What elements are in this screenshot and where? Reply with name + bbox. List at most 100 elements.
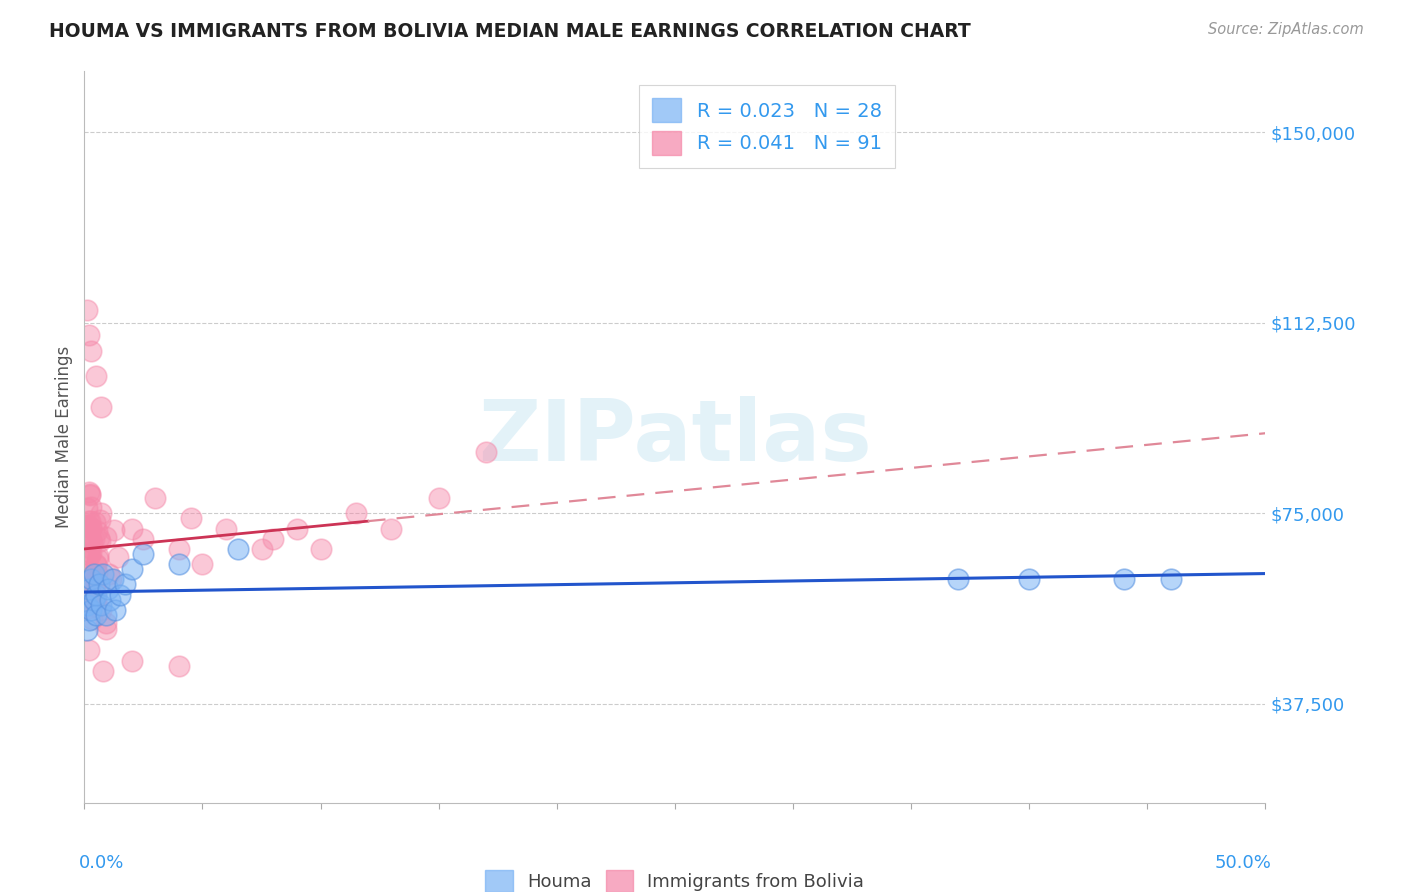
Point [80,534,103,549]
Point [84,607,107,622]
Point [121,562,143,576]
Point [121,521,143,535]
Point [76,549,98,563]
Point [83,592,105,607]
Point [97,566,120,581]
Point [80,521,103,535]
Point [90,400,112,414]
Point [76,517,98,532]
Point [114,577,136,591]
Point [90,598,112,612]
Point [167,658,190,673]
Point [86,558,108,572]
Point [86,566,108,581]
Point [79,541,101,556]
Point [82,566,104,581]
Point [80,574,103,589]
Point [82,590,104,604]
Point [76,598,98,612]
Point [84,369,107,384]
Point [80,343,103,358]
Point [80,568,103,582]
Point [167,557,190,571]
Point [84,557,107,571]
Point [79,548,101,562]
Point [87,552,110,566]
Point [77,568,100,582]
Point [215,521,238,535]
Point [77,514,100,528]
Point [101,572,124,586]
Point [77,582,100,597]
Point [226,541,249,556]
Point [77,576,100,591]
Point [77,485,100,500]
Point [76,623,98,637]
Point [76,533,98,547]
Point [86,524,108,538]
Point [250,541,273,556]
Legend: Houma, Immigrants from Bolivia: Houma, Immigrants from Bolivia [475,859,875,892]
Y-axis label: Median Male Earnings: Median Male Earnings [55,346,73,528]
Point [191,557,214,571]
Text: Source: ZipAtlas.com: Source: ZipAtlas.com [1208,22,1364,37]
Point [475,445,498,459]
Point [132,532,155,546]
Point [77,519,100,533]
Point [89,534,111,549]
Point [83,567,105,582]
Point [83,515,105,529]
Point [89,506,111,520]
Point [80,603,103,617]
Point [89,531,111,545]
Point [94,616,117,631]
Point [344,506,367,520]
Point [91,664,114,678]
Point [77,548,100,562]
Point [107,549,129,564]
Point [76,501,98,516]
Point [96,622,118,636]
Point [285,521,308,535]
Point [76,591,98,605]
Point [87,577,110,591]
Point [77,601,100,615]
Point [80,546,103,560]
Point [167,541,190,556]
Point [84,575,107,590]
Text: 0.0%: 0.0% [79,854,124,872]
Point [91,567,114,582]
Point [80,520,103,534]
Point [100,572,122,586]
Point [77,591,100,606]
Point [76,303,98,318]
Point [80,532,103,546]
Point [1018,572,1040,586]
Point [77,595,100,609]
Point [77,328,100,343]
Point [132,547,155,561]
Point [84,591,107,605]
Point [84,581,107,595]
Point [84,588,107,602]
Point [1160,572,1182,586]
Point [1112,572,1135,586]
Point [143,491,166,505]
Point [77,534,100,549]
Point [108,588,131,602]
Point [79,514,101,528]
Text: ZIPatlas: ZIPatlas [478,395,872,479]
Point [77,643,100,657]
Point [180,511,202,525]
Point [380,521,402,535]
Point [79,486,101,500]
Point [84,599,107,614]
Point [77,578,100,592]
Point [84,592,107,607]
Point [104,603,127,617]
Point [94,530,117,544]
Text: 50.0%: 50.0% [1215,854,1271,872]
Point [80,612,103,626]
Point [83,532,105,546]
Point [309,541,332,556]
